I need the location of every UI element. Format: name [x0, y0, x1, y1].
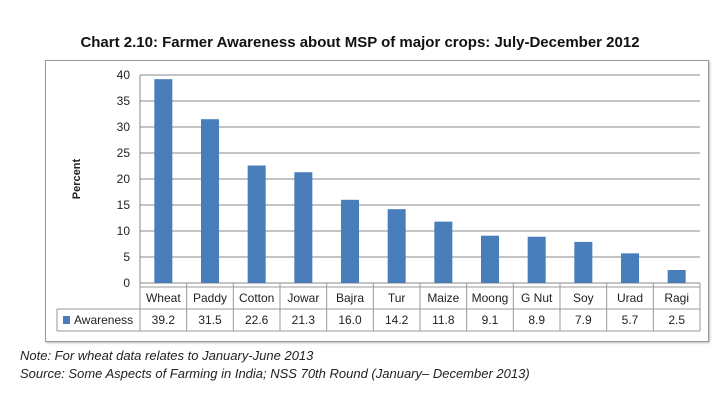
chart-note: Note: For wheat data relates to January-… [20, 348, 314, 363]
bar [387, 209, 406, 283]
y-tick-label: 30 [117, 120, 131, 134]
bar [527, 236, 546, 283]
y-tick-label: 5 [123, 250, 130, 264]
category-label: Wheat [146, 291, 181, 305]
y-tick-label: 20 [117, 172, 131, 186]
category-label: Paddy [193, 291, 227, 305]
data-label: 11.8 [432, 313, 455, 327]
data-label: 7.9 [575, 313, 592, 327]
data-label: 16.0 [338, 313, 362, 327]
category-label: G Nut [521, 291, 553, 305]
bar [201, 119, 219, 283]
chart-source: Source: Some Aspects of Farming in India… [20, 366, 530, 381]
chart-title: Chart 2.10: Farmer Awareness about MSP o… [80, 34, 640, 51]
bar [621, 253, 639, 283]
bar [341, 199, 359, 283]
y-axis-label: Percent [71, 158, 83, 199]
category-label: Ragi [664, 291, 689, 305]
bar [247, 165, 266, 283]
data-label: 9.1 [482, 313, 499, 327]
y-tick-label: 35 [117, 94, 131, 108]
bar [434, 221, 453, 283]
category-label: Moong [472, 291, 509, 305]
legend-label: Awareness [74, 313, 133, 327]
data-label: 22.6 [245, 313, 269, 327]
category-label: Maize [427, 291, 459, 305]
y-tick-label: 0 [123, 276, 130, 290]
bar [667, 270, 686, 283]
data-label: 5.7 [622, 313, 639, 327]
category-label: Urad [617, 291, 643, 305]
legend-swatch [63, 316, 70, 324]
bar [294, 172, 313, 283]
bar [481, 235, 499, 283]
y-tick-label: 40 [117, 68, 131, 82]
chart-frame [45, 60, 709, 342]
y-tick-label: 10 [117, 224, 131, 238]
data-label: 31.5 [198, 313, 222, 327]
category-label: Soy [573, 291, 594, 305]
category-label: Jowar [287, 291, 319, 305]
category-label: Tur [388, 291, 406, 305]
bar [154, 79, 173, 283]
bar [574, 241, 593, 283]
data-label: 21.3 [292, 313, 316, 327]
data-label: 39.2 [152, 313, 176, 327]
data-label: 2.5 [668, 313, 685, 327]
y-tick-label: 25 [117, 146, 131, 160]
data-label: 14.2 [385, 313, 409, 327]
category-label: Bajra [336, 291, 364, 305]
y-tick-label: 15 [117, 198, 131, 212]
data-label: 8.9 [528, 313, 545, 327]
category-label: Cotton [239, 291, 274, 305]
